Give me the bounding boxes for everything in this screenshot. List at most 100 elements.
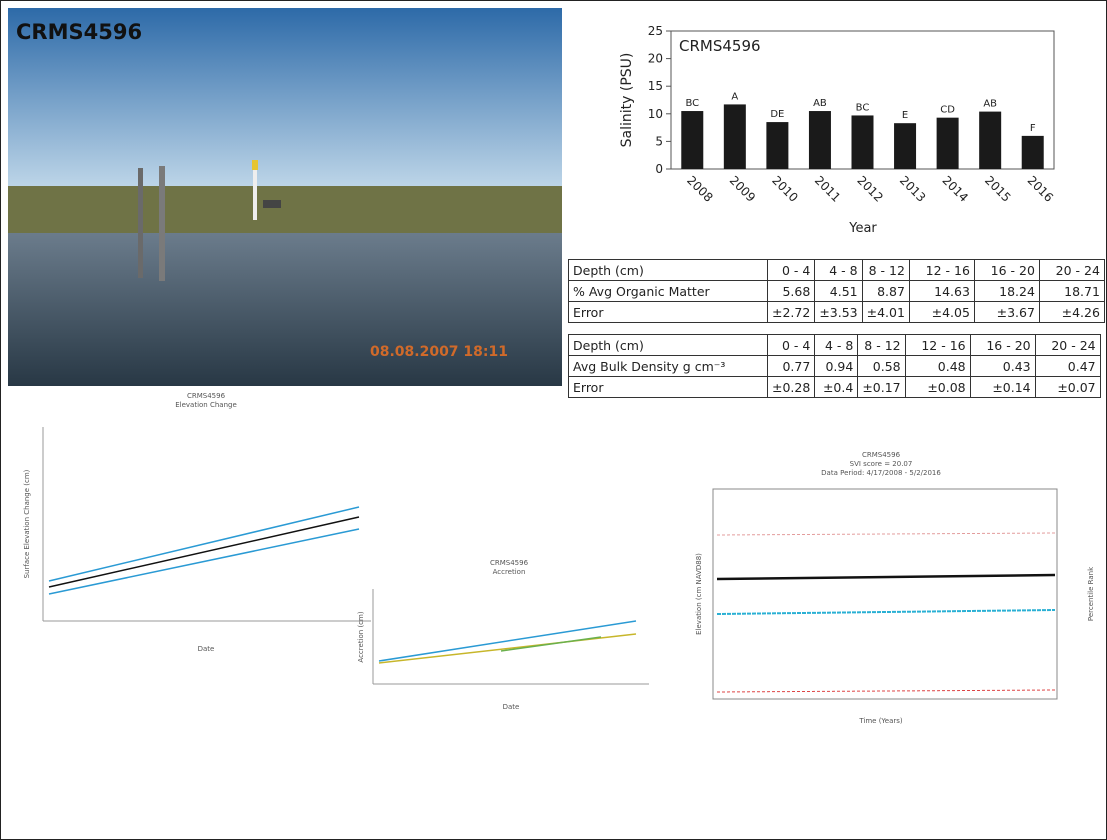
table-cell: ±0.07 (1034, 376, 1101, 398)
table-cell: ±0.4 (814, 376, 859, 398)
table-cell: 12 - 16 (904, 334, 971, 356)
svi-subtitle: SVI score = 20.07 (850, 460, 913, 468)
y-tick-label: 15 (648, 79, 663, 93)
table-cell: Depth (cm) (568, 334, 768, 356)
table-cell: 0.48 (904, 355, 971, 377)
table-cell: ±0.08 (904, 376, 971, 398)
svi-period: Data Period: 4/17/2008 - 5/2/2016 (821, 469, 941, 477)
significance-letter: CD (940, 105, 955, 116)
svi-line (716, 573, 1056, 581)
table-cell: 0 - 4 (766, 259, 816, 281)
bar (1021, 135, 1044, 169)
table-cell: Depth (cm) (568, 259, 768, 281)
table-cell: 0 - 4 (766, 334, 816, 356)
x-tick-label: 2011 (812, 173, 843, 204)
y-tick-label: 20 (648, 52, 663, 66)
bar (723, 104, 746, 169)
accretion-y-label: Accretion (cm) (357, 611, 365, 662)
bar (851, 115, 874, 169)
photo-timestamp: 08.08.2007 18:11 (370, 344, 508, 360)
elevation-title: CRMS4596 (187, 392, 226, 400)
datum-line (716, 689, 1056, 693)
table-row: Error ±2.72 ±3.53 ±4.01 ±4.05 ±3.67 ±4.26 (568, 301, 1105, 323)
table-cell: 0.94 (814, 355, 859, 377)
significance-letter: BC (856, 102, 870, 113)
x-tick-label: 2014 (939, 173, 970, 204)
photo-label: CRMS4596 (16, 20, 142, 44)
table-cell: 8.87 (861, 280, 910, 302)
elevation-y-label: Surface Elevation Change (cm) (23, 469, 31, 578)
y-tick-label: 5 (655, 134, 663, 148)
significance-letter: F (1030, 123, 1036, 134)
table-cell: 0.77 (766, 355, 816, 377)
table-cell: 0.47 (1034, 355, 1101, 377)
table-cell: ±4.05 (908, 301, 975, 323)
table-cell: 18.24 (973, 280, 1040, 302)
ci-line (48, 528, 360, 595)
svi-frame (712, 488, 1058, 700)
table-row: % Avg Organic Matter 5.68 4.51 8.87 14.63 18.… (568, 280, 1105, 302)
x-tick-label: 2013 (897, 173, 928, 204)
table-cell: Error (568, 301, 768, 323)
table-row: Avg Bulk Density g cm⁻³ 0.77 0.94 0.58 0.48 0… (568, 355, 1101, 377)
y-tick-label: 10 (648, 107, 663, 121)
significance-letter: AB (813, 98, 827, 109)
y-tick-label: 25 (648, 24, 663, 38)
elevation-x-label: Date (198, 645, 215, 653)
table-cell: 4 - 8 (814, 259, 863, 281)
table-cell: 4.51 (814, 280, 863, 302)
bar (681, 111, 704, 169)
significance-letter: DE (770, 109, 784, 120)
trend-line (378, 620, 637, 662)
table-cell: 8 - 12 (861, 259, 910, 281)
significance-letter: A (731, 91, 738, 102)
table-row: Error ±0.28 ±0.4 ±0.17 ±0.08 ±0.14 ±0.07 (568, 376, 1101, 398)
chart-title: CRMS4596 (679, 37, 761, 55)
svi-y2-label: Percentile Rank (1087, 566, 1095, 621)
x-tick-label: 2009 (727, 173, 758, 204)
table-cell: 4 - 8 (814, 334, 859, 356)
accretion-title: CRMS4596 (490, 559, 529, 567)
table-cell: 18.71 (1038, 280, 1105, 302)
svi-title: CRMS4596 (862, 451, 901, 459)
significance-letter: BC (685, 98, 699, 109)
table-cell: 0.58 (857, 355, 906, 377)
x-tick-label: 2010 (769, 173, 800, 204)
significance-letter: AB (983, 99, 997, 110)
site-photo: CRMS4596 08.08.2007 18:11 (8, 8, 562, 386)
svi-x-label: Time (Years) (858, 717, 903, 725)
x-tick-label: 2008 (684, 173, 715, 204)
table-cell: 5.68 (766, 280, 816, 302)
table-cell: ±4.26 (1038, 301, 1105, 323)
table-cell: % Avg Organic Matter (568, 280, 768, 302)
bar (808, 111, 831, 169)
salinity-chart: CRMS4596 Salinity (PSU) Year 0 5 10 15 20 25 B… (619, 24, 1056, 236)
table-cell: Avg Bulk Density g cm⁻³ (568, 355, 768, 377)
trend-line (378, 633, 637, 664)
datum-line (716, 532, 1056, 536)
table-cell: Error (568, 376, 768, 398)
ci-line (48, 506, 360, 582)
table-cell: 20 - 24 (1034, 334, 1101, 356)
x-axis-label: Year (848, 221, 877, 236)
svi-line (716, 609, 1056, 615)
x-tick-label: 2015 (982, 173, 1013, 204)
x-tick-label: 2016 (1025, 173, 1056, 204)
table-cell: 14.63 (908, 280, 975, 302)
table-cell: ±3.67 (973, 301, 1040, 323)
trend-line (500, 636, 602, 652)
table-cell: ±4.01 (861, 301, 910, 323)
table-cell: 20 - 24 (1038, 259, 1105, 281)
y-axis-label: Salinity (PSU) (619, 53, 635, 148)
table-cell: 8 - 12 (857, 334, 906, 356)
table-cell: ±0.14 (969, 376, 1036, 398)
x-tick-label: 2012 (854, 173, 885, 204)
table-cell: 16 - 20 (969, 334, 1036, 356)
table-cell: ±0.28 (766, 376, 816, 398)
elevation-subtitle: Elevation Change (175, 401, 237, 409)
table-cell: 12 - 16 (908, 259, 975, 281)
